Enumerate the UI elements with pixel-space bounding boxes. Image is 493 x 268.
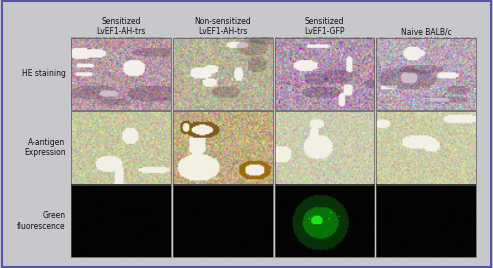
Text: Green
fluorescence: Green fluorescence [17, 211, 66, 231]
Bar [275, 111, 374, 184]
Bar [71, 38, 171, 110]
Bar [275, 38, 374, 110]
Text: Sensitized
LvEF1-AH-trs: Sensitized LvEF1-AH-trs [97, 17, 146, 36]
Bar [173, 111, 273, 184]
Text: Non-sensitized
LvEF1-AH-trs: Non-sensitized LvEF1-AH-trs [194, 17, 251, 36]
Text: A-antigen
Expression: A-antigen Expression [24, 138, 66, 157]
Bar [71, 111, 171, 184]
Text: Naive BALB/c: Naive BALB/c [401, 27, 451, 36]
Bar [376, 185, 476, 257]
Text: HE staining: HE staining [22, 69, 66, 78]
Bar [376, 111, 476, 184]
Bar [173, 185, 273, 257]
Bar [275, 185, 374, 257]
Text: Sensitized
LvEF1-GFP: Sensitized LvEF1-GFP [304, 17, 345, 36]
Bar [376, 38, 476, 110]
Bar [173, 38, 273, 110]
Bar [71, 185, 171, 257]
